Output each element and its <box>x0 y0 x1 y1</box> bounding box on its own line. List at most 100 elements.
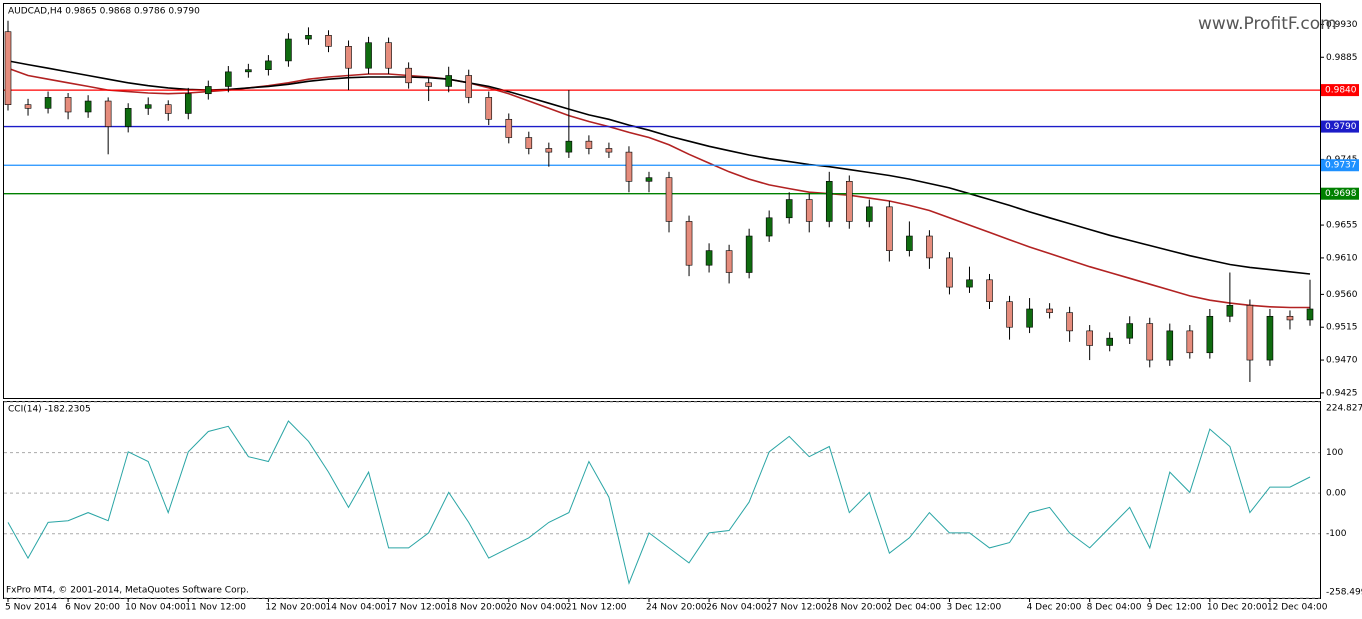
candle-body <box>1066 312 1073 332</box>
candle-body <box>825 181 833 222</box>
candle-body <box>24 104 32 109</box>
candle-body <box>445 75 452 87</box>
candle-body <box>1206 315 1214 354</box>
candle-body <box>365 42 372 69</box>
level-label-bg <box>1321 187 1359 200</box>
x-tick-label: 11 Nov 12:00 <box>185 603 246 613</box>
candle-body <box>585 140 593 149</box>
level-label: 0.9840 <box>1325 86 1357 96</box>
candle-body <box>725 250 733 273</box>
y-tick-label: -258.499 <box>1326 588 1362 598</box>
candle-body <box>164 104 172 114</box>
level-label-bg <box>1321 159 1359 172</box>
candle-body <box>305 35 312 40</box>
candle-body <box>505 118 513 138</box>
candle-body <box>1086 330 1093 346</box>
copyright: FxPro MT4, © 2001-2014, MetaQuotes Softw… <box>6 586 249 596</box>
candle-body <box>665 177 673 222</box>
candle-body <box>845 181 853 222</box>
x-tick-label: 24 Nov 20:00 <box>646 603 707 613</box>
candle-body <box>1126 323 1134 339</box>
x-tick-label: 21 Nov 12:00 <box>566 603 627 613</box>
x-tick-label: 10 Nov 04:00 <box>125 603 186 613</box>
candle-body <box>1286 315 1294 321</box>
x-tick-label: 9 Dec 12:00 <box>1147 603 1202 613</box>
candle-body <box>1226 305 1234 317</box>
candle-body <box>1266 315 1274 361</box>
candle-body <box>966 279 973 288</box>
y-tick-label: 0.9885 <box>1326 53 1358 63</box>
level-label-bg <box>1321 84 1359 97</box>
candle-body <box>765 217 773 237</box>
candle-body <box>645 177 653 182</box>
y-tick-label: 0.9425 <box>1326 388 1358 398</box>
candle-body <box>405 67 412 84</box>
y-tick-label: 0.9930 <box>1326 20 1358 30</box>
x-tick-label: 2 Dec 04:00 <box>886 603 941 613</box>
x-tick-label: 10 Dec 20:00 <box>1207 603 1268 613</box>
x-tick-label: 20 Nov 04:00 <box>506 603 567 613</box>
candle-body <box>1106 337 1113 346</box>
candle-body <box>4 31 12 105</box>
candle-body <box>1146 323 1154 361</box>
candle-body <box>385 42 392 69</box>
candle-body <box>44 97 52 109</box>
candle-body <box>104 100 112 127</box>
x-tick-label: 4 Dec 20:00 <box>1027 603 1082 613</box>
y-tick-label: 0.9515 <box>1326 323 1358 333</box>
candle-body <box>205 86 212 95</box>
x-tick-label: 27 Nov 12:00 <box>766 603 827 613</box>
candle-body <box>545 148 553 153</box>
candle-body <box>1006 301 1013 328</box>
candle-body <box>946 257 953 288</box>
y-tick-label: 0.9610 <box>1326 253 1358 263</box>
level-label-bg <box>1321 120 1359 133</box>
candle-body <box>425 82 432 87</box>
candle-body <box>285 38 292 62</box>
candle-body <box>124 108 132 127</box>
x-tick-label: 6 Nov 20:00 <box>65 603 120 613</box>
candle-body <box>926 235 933 259</box>
x-tick-label: 3 Dec 12:00 <box>946 603 1001 613</box>
candle-body <box>265 60 272 70</box>
candle-body <box>525 137 533 149</box>
indicator-title: CCI(14) -182.2305 <box>8 405 91 415</box>
candle-body <box>745 235 753 273</box>
candle-body <box>1186 330 1194 354</box>
candle-body <box>1026 308 1033 328</box>
candle-body <box>1166 330 1174 361</box>
candle-body <box>1246 305 1254 361</box>
y-tick-label: 0.00 <box>1326 489 1346 499</box>
chart-title: AUDCAD,H4 0.9865 0.9868 0.9786 0.9790 <box>8 7 200 17</box>
candle-body <box>1306 308 1314 321</box>
y-tick-label: 100 <box>1326 448 1343 458</box>
candle-body <box>325 35 332 47</box>
x-tick-label: 12 Dec 04:00 <box>1267 603 1328 613</box>
candle-body <box>625 151 633 182</box>
candle-body <box>184 93 192 114</box>
y-tick-label: 0.9655 <box>1326 221 1358 231</box>
candle-body <box>705 250 713 266</box>
candle-body <box>986 279 993 302</box>
candle-body <box>144 104 152 109</box>
level-label: 0.9737 <box>1325 161 1357 171</box>
candle-body <box>1046 308 1053 313</box>
y-tick-label: 0.9470 <box>1326 356 1358 366</box>
x-tick-label: 8 Dec 04:00 <box>1087 603 1142 613</box>
y-tick-label: 0.9560 <box>1326 290 1358 300</box>
candle-body <box>225 71 232 87</box>
y-tick-label: -100 <box>1326 529 1347 539</box>
candle-body <box>64 97 72 113</box>
x-tick-label: 26 Nov 04:00 <box>706 603 767 613</box>
price-panel <box>3 3 1321 399</box>
y-tick-label: 224.8278 <box>1326 404 1362 414</box>
x-tick-label: 14 Nov 04:00 <box>325 603 386 613</box>
cci-panel <box>3 401 1321 599</box>
x-tick-label: 28 Nov 20:00 <box>826 603 887 613</box>
level-label: 0.9790 <box>1325 122 1357 132</box>
candle-body <box>565 140 573 153</box>
x-tick-label: 5 Nov 2014 <box>5 603 57 613</box>
candle-body <box>886 206 893 251</box>
